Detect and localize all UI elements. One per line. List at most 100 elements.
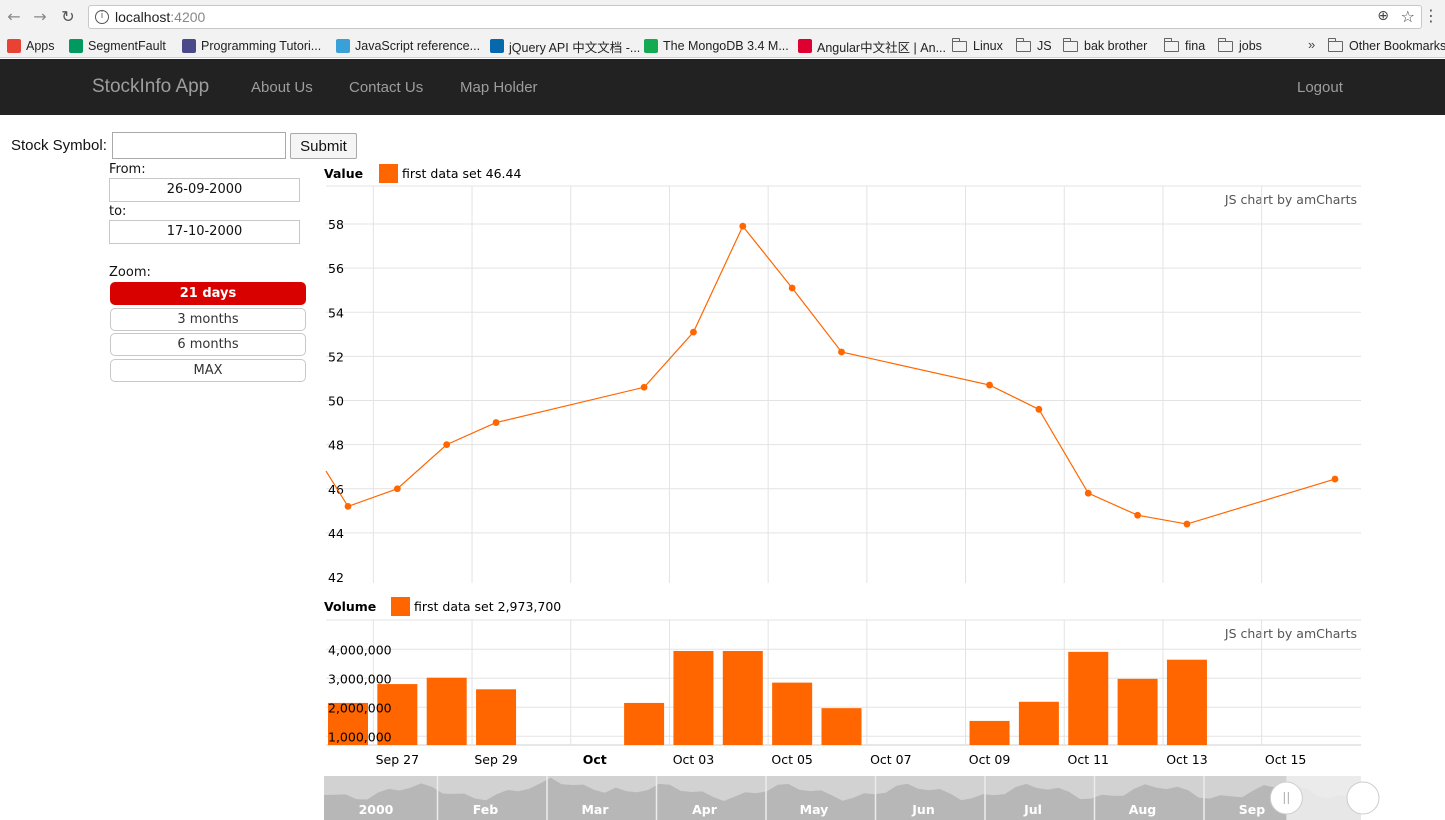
value-chart-credit[interactable]: JS chart by amCharts xyxy=(1224,192,1357,207)
x-tick-label: Oct 05 xyxy=(771,752,813,767)
volume-chart-credit[interactable]: JS chart by amCharts xyxy=(1224,626,1357,641)
x-tick-label: Oct 07 xyxy=(870,752,912,767)
volume-bar[interactable] xyxy=(1018,701,1059,745)
folder-icon xyxy=(1063,37,1078,52)
x-tick-label: Oct 11 xyxy=(1068,752,1110,767)
value-series[interactable] xyxy=(325,222,1339,528)
volume-bar[interactable] xyxy=(969,720,1010,745)
volume-bar[interactable] xyxy=(1068,651,1109,745)
nav-contact-us[interactable]: Contact Us xyxy=(349,79,424,96)
bookmark-item[interactable]: Linux xyxy=(952,37,1003,55)
zoom-3-months-button[interactable]: 3 months xyxy=(110,308,306,331)
address-bar[interactable]: i localhost:4200 ⊕ ☆ xyxy=(88,5,1422,29)
info-icon[interactable]: i xyxy=(95,10,109,24)
zoom-6-months-button[interactable]: 6 months xyxy=(110,333,306,356)
nav-map-holder[interactable]: Map Holder xyxy=(460,79,538,96)
bookmark-item[interactable]: Angular中文社区 | An... xyxy=(798,37,946,55)
scrollbar-right-grip-icon[interactable] xyxy=(1346,781,1380,815)
volume-legend-value: 2,973,700 xyxy=(498,599,562,614)
reload-icon[interactable]: ↻ xyxy=(61,7,75,26)
bookmark-label: Apps xyxy=(26,39,55,53)
bookmark-item[interactable]: JavaScript reference... xyxy=(336,37,480,55)
back-arrow-icon[interactable]: ← xyxy=(7,7,21,26)
to-date-input[interactable]: 17-10-2000 xyxy=(109,220,300,244)
stock-chart[interactable]: Value first data set 46.44 JS chart by a… xyxy=(318,160,1445,820)
bookmark-item[interactable]: JS xyxy=(1016,37,1052,55)
volume-legend-label[interactable]: first data set 2,973,700 xyxy=(414,599,561,614)
value-legend-swatch[interactable] xyxy=(379,164,398,183)
bookmark-item[interactable]: jQuery API 中文文档 -... xyxy=(490,37,640,55)
zoom-max-button[interactable]: MAX xyxy=(110,359,306,382)
value-legend-label[interactable]: first data set 46.44 xyxy=(402,166,521,181)
value-point[interactable] xyxy=(1035,405,1043,413)
bookmark-star-icon[interactable]: ☆ xyxy=(1400,7,1415,26)
value-point[interactable] xyxy=(492,419,500,426)
bookmark-item[interactable]: Apps xyxy=(7,37,55,55)
brand-link[interactable]: StockInfo App xyxy=(92,76,210,97)
volume-bar[interactable] xyxy=(1166,659,1207,745)
jquery-icon xyxy=(490,39,504,53)
apps-grid-icon xyxy=(7,39,21,53)
value-line[interactable] xyxy=(325,225,1336,525)
y-tick-label: 56 xyxy=(328,261,344,276)
stock-symbol-input[interactable] xyxy=(112,132,286,159)
x-tick-label: Oct 09 xyxy=(969,752,1011,767)
value-point[interactable] xyxy=(739,222,747,230)
volume-legend-swatch[interactable] xyxy=(391,597,410,616)
submit-button[interactable]: Submit xyxy=(290,133,357,159)
value-point[interactable] xyxy=(344,503,352,510)
x-tick-label: Oct xyxy=(583,752,607,767)
y-tick-label: 1,000,000 xyxy=(328,729,392,744)
bookmark-item[interactable]: SegmentFault xyxy=(69,37,166,55)
chart-scrollbar[interactable]: 2000 Feb Mar Apr May Jun Jul Aug Sep xyxy=(324,776,1380,820)
app-navbar: StockInfo App About Us Contact Us Map Ho… xyxy=(0,59,1445,115)
volume-bar[interactable] xyxy=(426,677,467,745)
volume-bars[interactable] xyxy=(328,651,1207,745)
scrollbar-month-label: Mar xyxy=(581,802,609,817)
other-bookmarks-label: Other Bookmarks xyxy=(1349,39,1445,53)
value-point[interactable] xyxy=(838,348,845,356)
folder-icon xyxy=(1164,37,1179,52)
bookmark-item[interactable]: The MongoDB 3.4 M... xyxy=(644,37,789,55)
value-point[interactable] xyxy=(640,383,648,391)
volume-bar[interactable] xyxy=(772,682,813,745)
volume-bar[interactable] xyxy=(821,708,862,745)
volume-bar[interactable] xyxy=(673,651,714,745)
browser-menu-icon[interactable]: ⋮ xyxy=(1423,6,1439,25)
volume-bar[interactable] xyxy=(377,684,418,745)
volume-bar[interactable] xyxy=(722,651,763,745)
value-point[interactable] xyxy=(690,328,697,336)
value-point[interactable] xyxy=(986,381,993,389)
volume-legend-series: first data set xyxy=(414,599,494,614)
y-tick-label: 52 xyxy=(328,349,344,364)
bookmark-label: JS xyxy=(1037,39,1052,53)
zoom-magnifier-icon[interactable]: ⊕ xyxy=(1377,8,1389,24)
zoom-21-days-button[interactable]: 21 days xyxy=(110,282,306,305)
bookmark-item[interactable]: fina xyxy=(1164,37,1205,55)
bookmark-label: The MongoDB 3.4 M... xyxy=(663,39,789,53)
url-text[interactable]: localhost:4200 xyxy=(115,9,205,25)
volume-bar[interactable] xyxy=(328,702,368,745)
logout-link[interactable]: Logout xyxy=(1297,79,1343,96)
nav-about-us[interactable]: About Us xyxy=(251,79,313,96)
value-point[interactable] xyxy=(1084,489,1092,497)
bookmark-item[interactable]: bak brother xyxy=(1063,37,1147,55)
value-point[interactable] xyxy=(1134,511,1141,519)
value-point[interactable] xyxy=(393,485,401,493)
bookmark-item[interactable]: jobs xyxy=(1218,37,1262,55)
other-bookmarks[interactable]: Other Bookmarks xyxy=(1328,37,1445,55)
volume-bar[interactable] xyxy=(624,702,665,745)
from-date-input[interactable]: 26-09-2000 xyxy=(109,178,300,202)
value-point[interactable] xyxy=(443,441,451,449)
more-bookmarks-chevron-icon[interactable]: » xyxy=(1308,37,1316,52)
volume-bar[interactable] xyxy=(1117,678,1158,745)
value-y-axis: 42 44 46 48 50 52 54 56 58 xyxy=(328,217,344,585)
volume-bar[interactable] xyxy=(476,689,517,745)
scrollbar-left-grip-icon[interactable] xyxy=(1269,781,1303,815)
bookmark-item[interactable]: Programming Tutori... xyxy=(182,37,321,55)
x-tick-label: Sep 29 xyxy=(474,752,517,767)
value-point[interactable] xyxy=(1331,475,1339,483)
value-point[interactable] xyxy=(788,284,796,292)
forward-arrow-icon[interactable]: → xyxy=(33,7,47,26)
value-point[interactable] xyxy=(1183,520,1191,528)
